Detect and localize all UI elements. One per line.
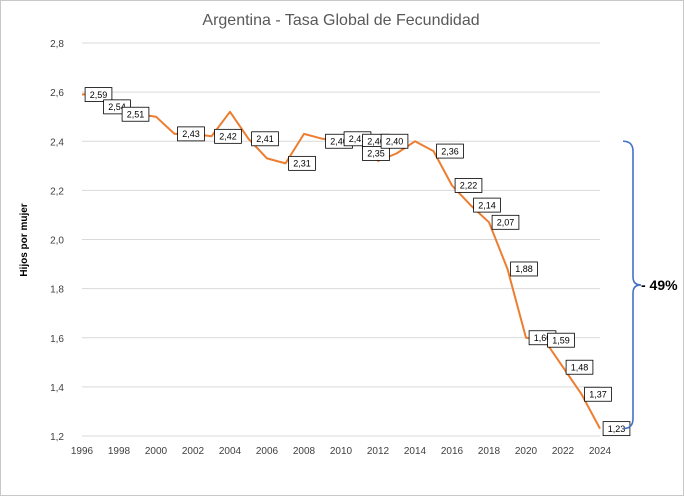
data-label: 2,41 (251, 131, 279, 147)
data-label: 1,37 (584, 386, 612, 402)
y-tick-label: 1,8 (50, 285, 64, 296)
y-tick-label: 1,4 (50, 383, 64, 394)
x-tick-label: 2002 (182, 446, 205, 457)
data-label-text: 1,23 (608, 424, 626, 434)
data-label-text: 2,14 (478, 200, 496, 210)
data-label: 2,51 (121, 106, 150, 122)
data-label-text: 2,07 (497, 218, 515, 228)
data-label-box (510, 261, 538, 277)
data-label-box (214, 128, 242, 144)
data-label-text: 2,40 (386, 136, 404, 146)
y-tick-label: 2,8 (50, 39, 64, 50)
data-labels: 2,592,542,512,43 2,42 2,412,312,40 2,41 2,40… (84, 87, 631, 437)
x-tick-label: 2024 (589, 446, 612, 457)
x-tick-label: 2000 (145, 446, 168, 457)
data-label: 2,22 (454, 178, 483, 193)
data-label: 2,14 (473, 197, 501, 213)
data-label-text: 1,48 (571, 362, 589, 372)
data-label-box (436, 143, 464, 159)
data-label-text: 1,88 (515, 264, 533, 274)
data-label-text: 2,42 (219, 132, 237, 142)
x-tick-label: 2006 (256, 446, 279, 457)
x-tick-label: 1996 (71, 446, 94, 457)
chart-title: Argentina - Tasa Global de Fecundidad (202, 12, 479, 29)
data-label: 1,88 (510, 261, 538, 277)
data-label: 2,40 (380, 133, 409, 149)
x-tick-label: 2020 (515, 446, 538, 457)
data-label-box (362, 146, 390, 161)
data-label-text: 2,22 (460, 181, 478, 191)
x-tick-label: 1998 (108, 446, 131, 457)
data-label-text: 1,59 (552, 335, 570, 345)
y-tick-label: 2,4 (50, 137, 64, 148)
reduction-bracket (622, 140, 642, 430)
data-label-box (473, 197, 501, 213)
x-tick-label: 2008 (293, 446, 316, 457)
data-label-text: 2,43 (182, 129, 200, 139)
x-tick-label: 2014 (404, 446, 427, 457)
y-tick-label: 2,2 (50, 186, 64, 197)
data-label: 1,48 (565, 359, 594, 375)
y-axis-label: Hijos por mujer (19, 203, 30, 276)
data-label-box (121, 106, 150, 122)
data-label: 2,31 (288, 155, 316, 171)
data-label-box (491, 214, 520, 230)
y-tick-label: 1,2 (50, 432, 64, 443)
data-label-box (584, 386, 612, 402)
data-label-text: 2,41 (256, 134, 274, 144)
x-axis-ticks: 1996 1998 2000 2002 2004 2006 2008 2010 2012 2014… (71, 446, 612, 457)
annotation-layer: - 49% (622, 140, 678, 430)
x-tick-label: 2010 (330, 446, 353, 457)
data-label-text: 2,31 (293, 159, 311, 169)
x-tick-label: 2022 (552, 446, 575, 457)
data-label-text: 2,40 (330, 136, 348, 146)
x-tick-label: 2018 (478, 446, 501, 457)
data-label-box (84, 87, 113, 102)
data-label: 2,36 (436, 143, 464, 159)
data-label-text: 2,54 (108, 102, 126, 112)
data-label-box (547, 332, 575, 348)
data-label-text: 1,60 (534, 333, 552, 343)
data-label-box (251, 131, 279, 147)
grid-lines (82, 42, 600, 437)
reduction-label: - 49% (641, 277, 678, 293)
data-label-text: 2,41 (349, 134, 367, 144)
x-tick-label: 2012 (367, 446, 390, 457)
data-label-box (602, 421, 631, 437)
data-label-text: 2,36 (441, 146, 459, 156)
data-label: 1,23 (602, 421, 631, 437)
data-label-text: 2,40 (367, 136, 385, 146)
data-label-text: 2,35 (367, 149, 385, 159)
data-label-box (565, 359, 594, 375)
data-label-box (177, 126, 205, 142)
data-label: 2,59 (84, 87, 113, 102)
y-tick-label: 2,0 (50, 236, 64, 247)
data-label-box (454, 178, 483, 193)
y-tick-label: 1,6 (50, 334, 64, 345)
data-label: 2,43 (177, 126, 205, 142)
data-label-box (380, 133, 409, 149)
y-tick-label: 2,6 (50, 88, 64, 99)
x-tick-label: 2004 (219, 446, 242, 457)
data-label-text: 2,51 (127, 109, 145, 119)
data-label: 1,59 (547, 332, 575, 348)
data-label: 2,07 (491, 214, 520, 230)
y-axis-ticks: 1,2 1,4 1,6 1,8 2,0 2,2 2,4 2,6 2,8 (50, 39, 64, 443)
data-label-text: 2,59 (90, 90, 108, 100)
x-tick-label: 2016 (441, 446, 464, 457)
data-label-text: 1,37 (589, 389, 607, 399)
data-label-box (288, 155, 316, 171)
data-label: 2,35 (362, 146, 390, 161)
data-label: 2,42 (214, 128, 242, 144)
